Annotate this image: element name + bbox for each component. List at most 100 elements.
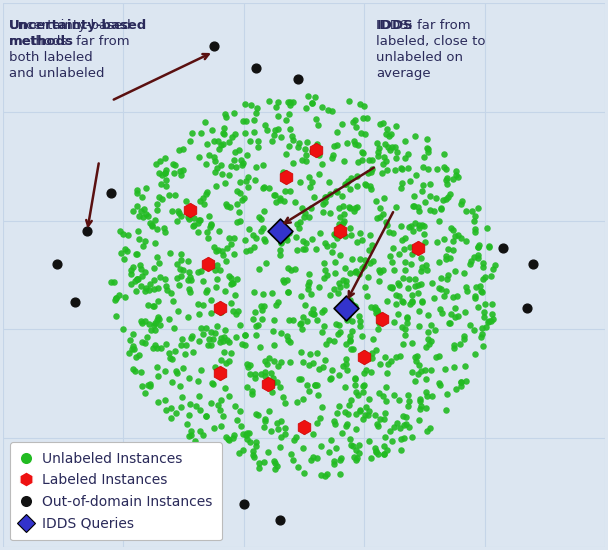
Point — [202, 260, 212, 268]
Point — [473, 243, 483, 252]
Point — [167, 354, 177, 363]
Point — [299, 444, 308, 453]
Point — [339, 210, 349, 219]
Point — [382, 166, 392, 175]
Point — [307, 177, 317, 186]
Point — [465, 260, 474, 268]
Point — [460, 362, 470, 371]
Point — [371, 346, 381, 355]
Point — [296, 292, 306, 300]
Point — [209, 42, 218, 51]
Point — [276, 416, 286, 425]
Point — [167, 206, 177, 215]
Point — [462, 287, 472, 295]
Point — [230, 148, 240, 157]
Point — [363, 273, 373, 282]
Point — [441, 405, 451, 414]
Point — [193, 219, 202, 228]
Point — [260, 120, 269, 129]
Point — [304, 212, 314, 221]
Point — [451, 266, 460, 275]
Point — [440, 292, 449, 300]
Point — [264, 184, 274, 192]
Point — [184, 215, 194, 224]
Point — [134, 212, 143, 221]
Point — [453, 173, 463, 182]
Point — [246, 438, 255, 447]
Point — [355, 405, 365, 414]
Point — [285, 125, 295, 134]
Point — [116, 227, 125, 236]
Point — [195, 216, 204, 224]
Point — [221, 256, 231, 265]
Point — [394, 250, 404, 258]
Point — [133, 202, 142, 211]
Point — [282, 233, 291, 241]
Point — [220, 326, 230, 334]
Point — [422, 391, 432, 400]
Point — [217, 169, 227, 178]
Point — [132, 189, 142, 198]
Point — [460, 308, 469, 317]
Point — [452, 292, 462, 300]
Point — [213, 367, 223, 376]
Point — [375, 359, 385, 368]
Point — [212, 443, 222, 452]
Point — [219, 124, 229, 133]
Point — [308, 98, 317, 107]
Point — [410, 352, 420, 361]
Point — [305, 349, 315, 358]
Point — [320, 197, 330, 206]
Point — [471, 292, 480, 300]
Point — [351, 268, 361, 277]
Point — [274, 124, 283, 133]
Point — [258, 289, 268, 298]
Point — [260, 422, 269, 431]
Point — [351, 410, 361, 419]
Point — [400, 233, 410, 242]
Point — [334, 320, 344, 329]
Point — [426, 192, 435, 201]
Point — [252, 441, 261, 450]
Point — [398, 340, 407, 349]
Point — [150, 318, 160, 327]
Point — [421, 404, 431, 412]
Point — [218, 337, 227, 345]
Point — [308, 304, 318, 313]
Point — [355, 406, 365, 415]
Point — [244, 137, 254, 146]
Point — [223, 244, 232, 252]
Point — [251, 322, 261, 331]
Point — [406, 222, 415, 230]
Point — [232, 187, 241, 196]
Point — [362, 114, 372, 123]
Point — [398, 296, 407, 305]
Point — [305, 173, 314, 182]
Point — [161, 405, 170, 414]
Point — [308, 429, 318, 438]
Point — [227, 133, 237, 141]
Point — [314, 120, 323, 129]
Point — [172, 274, 182, 283]
Point — [319, 258, 329, 267]
Point — [489, 265, 499, 273]
Point — [275, 227, 285, 236]
Point — [366, 453, 376, 462]
Point — [106, 277, 116, 286]
Point — [396, 184, 406, 192]
Point — [337, 120, 347, 129]
Point — [362, 291, 372, 300]
Point — [193, 300, 202, 309]
Point — [311, 381, 320, 389]
Point — [193, 377, 203, 386]
Point — [216, 307, 226, 316]
Point — [355, 322, 365, 331]
Point — [351, 446, 361, 455]
Point — [400, 266, 410, 274]
Point — [346, 396, 356, 405]
Point — [198, 330, 208, 339]
Point — [364, 411, 373, 420]
Point — [201, 159, 211, 168]
Point — [480, 299, 490, 308]
Point — [159, 223, 169, 232]
